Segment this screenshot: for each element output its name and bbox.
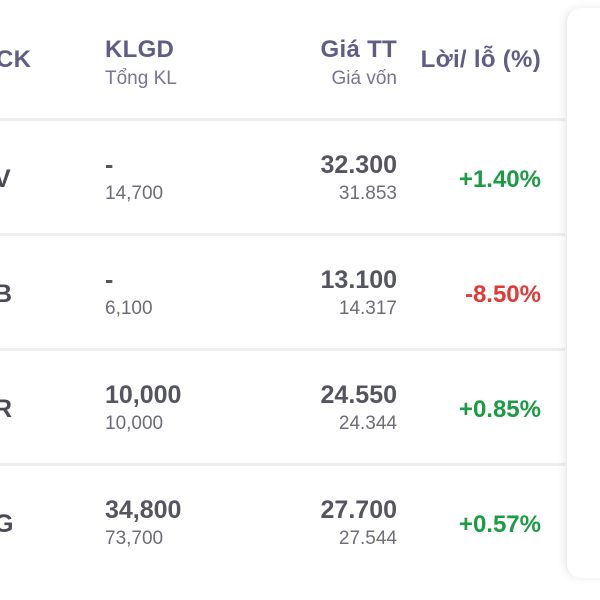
table-row[interactable]: V - 14,700 32.300 31.853 +1.40%	[0, 121, 565, 233]
row-volume: 34,800	[105, 496, 182, 524]
divider	[0, 233, 565, 236]
header-price-label: Giá TT	[320, 36, 397, 63]
row-ticker: G	[0, 510, 14, 538]
row-pnl: +0.57%	[458, 511, 541, 538]
table-row[interactable]: B - 6,100 13.100 14.317 -8.50%	[0, 236, 565, 348]
table-header: CK KLGD Tổng KL Giá TT Giá vốn Lời/ lỗ (…	[0, 0, 565, 120]
row-volume: 10,000	[105, 381, 182, 409]
row-price: 13.100	[320, 266, 397, 294]
table-row[interactable]: R 10,000 10,000 24.550 24.344 +0.85%	[0, 351, 565, 463]
row-pnl: +0.85%	[458, 396, 541, 423]
row-volume: -	[105, 151, 114, 179]
header-volume-sub-label: Tổng KL	[105, 68, 177, 89]
row-pnl: +1.40%	[458, 166, 541, 193]
row-price: 32.300	[320, 151, 397, 179]
row-ticker: B	[0, 280, 13, 308]
header-volume-label: KLGD	[105, 36, 175, 63]
row-total-volume: 6,100	[105, 298, 153, 319]
holdings-table: CK KLGD Tổng KL Giá TT Giá vốn Lời/ lỗ (…	[0, 0, 565, 578]
row-price: 27.700	[320, 496, 397, 524]
header-price-sub-label: Giá vốn	[331, 68, 397, 89]
row-cost: 14.317	[338, 298, 397, 319]
row-ticker: R	[0, 395, 13, 423]
header-ticker-label: CK	[0, 46, 32, 73]
row-cost: 24.344	[338, 413, 397, 434]
header-volume[interactable]: KLGD Tổng KL	[105, 36, 177, 90]
side-panel[interactable]	[566, 8, 600, 578]
row-volume: -	[105, 266, 114, 294]
header-ticker[interactable]: CK	[0, 46, 31, 74]
row-pnl: -8.50%	[464, 281, 541, 308]
row-total-volume: 73,700	[105, 528, 164, 549]
divider	[0, 118, 565, 121]
row-price: 24.550	[320, 381, 397, 409]
table-row[interactable]: G 34,800 73,700 27.700 27.544 +0.57%	[0, 466, 565, 578]
row-total-volume: 14,700	[105, 183, 164, 204]
row-cost: 31.853	[338, 183, 397, 204]
row-ticker: V	[0, 165, 11, 193]
row-total-volume: 10,000	[105, 413, 164, 434]
header-price[interactable]: Giá TT Giá vốn	[321, 36, 397, 90]
header-pnl[interactable]: Lời/ lỗ (%)	[421, 46, 541, 74]
row-cost: 27.544	[338, 528, 397, 549]
header-pnl-label: Lời/ lỗ (%)	[420, 46, 541, 73]
divider	[0, 463, 565, 466]
divider	[0, 348, 565, 351]
